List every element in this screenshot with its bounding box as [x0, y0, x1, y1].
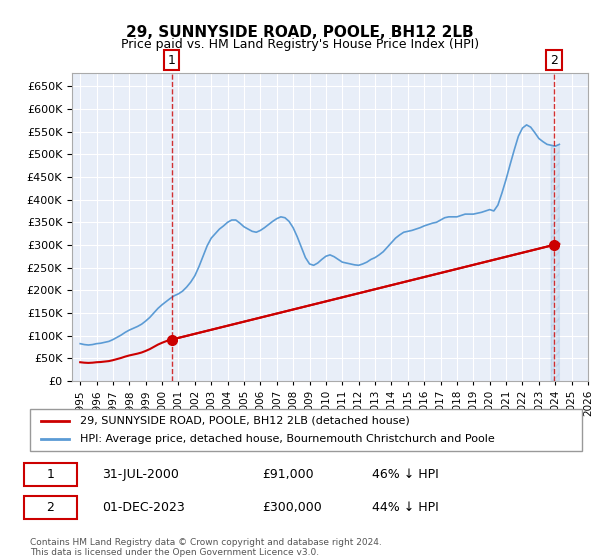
Text: 1: 1	[168, 54, 176, 67]
Text: 44% ↓ HPI: 44% ↓ HPI	[372, 501, 439, 514]
Text: HPI: Average price, detached house, Bournemouth Christchurch and Poole: HPI: Average price, detached house, Bour…	[80, 434, 494, 444]
Text: 01-DEC-2023: 01-DEC-2023	[102, 501, 185, 514]
Text: £91,000: £91,000	[262, 468, 313, 481]
Text: 2: 2	[46, 501, 55, 514]
Text: Price paid vs. HM Land Registry's House Price Index (HPI): Price paid vs. HM Land Registry's House …	[121, 38, 479, 51]
Text: 2: 2	[550, 54, 558, 67]
Text: 29, SUNNYSIDE ROAD, POOLE, BH12 2LB (detached house): 29, SUNNYSIDE ROAD, POOLE, BH12 2LB (det…	[80, 416, 409, 426]
Text: 46% ↓ HPI: 46% ↓ HPI	[372, 468, 439, 481]
Text: 31-JUL-2000: 31-JUL-2000	[102, 468, 179, 481]
Text: Contains HM Land Registry data © Crown copyright and database right 2024.
This d: Contains HM Land Registry data © Crown c…	[30, 538, 382, 557]
Text: 1: 1	[46, 468, 55, 481]
FancyBboxPatch shape	[25, 464, 77, 486]
Text: 29, SUNNYSIDE ROAD, POOLE, BH12 2LB: 29, SUNNYSIDE ROAD, POOLE, BH12 2LB	[126, 25, 474, 40]
FancyBboxPatch shape	[25, 496, 77, 519]
FancyBboxPatch shape	[30, 409, 582, 451]
Text: £300,000: £300,000	[262, 501, 322, 514]
